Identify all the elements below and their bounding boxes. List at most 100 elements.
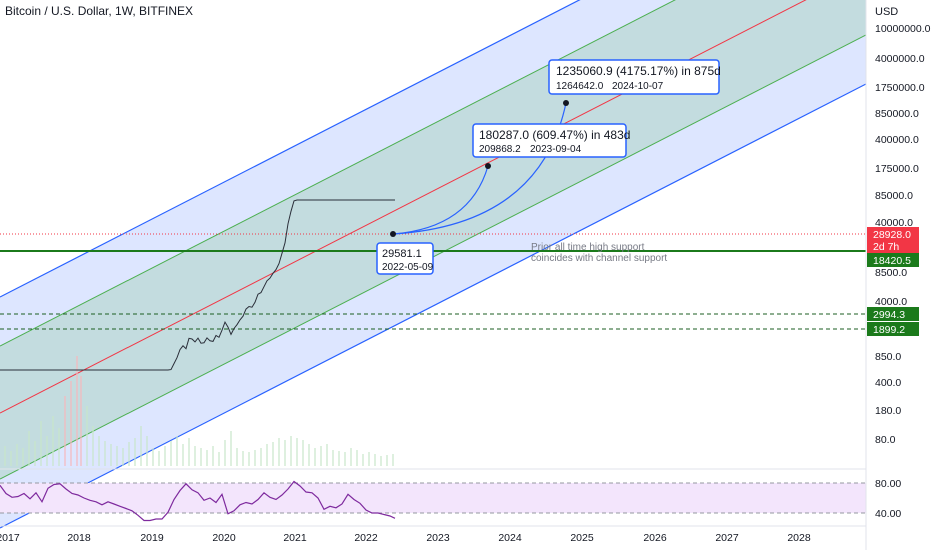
- volume-bar: [218, 452, 220, 466]
- volume-bar: [326, 444, 328, 466]
- volume-bar: [158, 451, 160, 466]
- volume-bar: [34, 441, 36, 466]
- volume-bars: [4, 356, 394, 466]
- volume-bar: [392, 454, 394, 466]
- price-tick-label: 850000.0: [875, 108, 919, 120]
- outer-channel-upper: [0, 0, 581, 298]
- rsi-band: [0, 483, 866, 513]
- channel-median: [0, 0, 807, 414]
- volume-bar: [176, 436, 178, 466]
- volume-bar: [64, 396, 66, 466]
- time-tick-label: 2027: [715, 532, 739, 544]
- target1-date: 2023-09-04: [530, 144, 582, 155]
- price-tick-label: 175000.0: [875, 163, 919, 175]
- price-tick-label: 850.0: [875, 351, 901, 363]
- volume-bar: [344, 452, 346, 466]
- volume-bar: [308, 444, 310, 466]
- price-tick-label: 80.0: [875, 434, 896, 446]
- volume-bar: [356, 450, 358, 466]
- time-tick-label: 2018: [67, 532, 91, 544]
- rsi-tick-label: 80.00: [875, 478, 901, 490]
- price-tick-label: 4000000.0: [875, 53, 925, 65]
- volume-bar: [182, 444, 184, 466]
- volume-bar: [278, 438, 280, 466]
- low-callout[interactable]: 29581.1 2022-05-09: [376, 242, 434, 275]
- volume-bar: [98, 436, 100, 466]
- price-tick-label: 1750000.0: [875, 82, 925, 94]
- volume-bar: [386, 455, 388, 466]
- price-tick-label: 85000.0: [875, 190, 913, 202]
- volume-bar: [164, 446, 166, 466]
- outer-channel-lower: [0, 83, 866, 529]
- volume-bar: [350, 448, 352, 466]
- time-tick-label: 2020: [212, 532, 236, 544]
- volume-bar: [80, 376, 82, 466]
- volume-bar: [230, 431, 232, 466]
- volume-bar: [200, 448, 202, 466]
- target2-callout[interactable]: 1235060.9 (4175.17%) in 875d 1264642.0 2…: [548, 59, 721, 95]
- time-tick-label: 2026: [643, 532, 667, 544]
- volume-bar: [28, 431, 30, 466]
- time-tick-label: 2023: [426, 532, 450, 544]
- volume-bar: [236, 448, 238, 466]
- volume-bar: [302, 440, 304, 466]
- volume-bar: [362, 454, 364, 466]
- volume-bar: [152, 448, 154, 466]
- last-price-tag: [867, 227, 919, 253]
- rsi-axis: 80.00 40.00: [875, 478, 901, 520]
- level-b-value: 1899.2: [873, 324, 905, 336]
- time-tick-label: 2024: [498, 532, 522, 544]
- low-price: 29581.1: [382, 248, 422, 260]
- volume-bar: [290, 436, 292, 466]
- volume-bar: [272, 442, 274, 466]
- volume-bar: [46, 436, 48, 466]
- chart-title: Bitcoin / U.S. Dollar, 1W, BITFINEX: [5, 4, 194, 18]
- currency-label: USD: [875, 6, 898, 18]
- inner-channel-upper: [0, 0, 676, 347]
- inner-channel-band: [0, 0, 866, 479]
- volume-bar: [104, 441, 106, 466]
- time-tick-label: 2021: [283, 532, 307, 544]
- volume-bar: [146, 436, 148, 466]
- volume-bar: [76, 356, 78, 466]
- target1-callout[interactable]: 180287.0 (609.47%) in 483d 209868.2 2023…: [472, 123, 630, 158]
- price-tick-label: 400000.0: [875, 134, 919, 146]
- time-tick-label: 2022: [354, 532, 378, 544]
- volume-bar: [4, 446, 6, 466]
- time-tick-label: 2019: [140, 532, 164, 544]
- time-axis[interactable]: 2017 2018 2019 2020 2021 2022 2023 2024 2025 2026…: [0, 532, 811, 544]
- low-point-marker[interactable]: [390, 231, 396, 237]
- volume-bar: [284, 440, 286, 466]
- volume-bar: [16, 444, 18, 466]
- volume-bar: [332, 450, 334, 466]
- countdown-value: 2d 7h: [873, 241, 899, 253]
- volume-bar: [10, 451, 12, 466]
- volume-bar: [86, 406, 88, 466]
- level-b-tag: [867, 322, 919, 336]
- price-tick-label: 8500.0: [875, 267, 907, 279]
- note-line-2: coincides with channel support: [531, 253, 667, 264]
- last-price-value: 28928.0: [873, 229, 911, 241]
- volume-bar: [116, 446, 118, 466]
- price-axis[interactable]: 10000000.0 4000000.0 1750000.0 850000.0 4000…: [875, 23, 931, 446]
- volume-bar: [52, 416, 54, 466]
- level-a-value: 2994.3: [873, 309, 905, 321]
- target2-marker[interactable]: [563, 100, 569, 106]
- price-series: [0, 199, 395, 371]
- volume-bar: [40, 421, 42, 466]
- volume-bar: [380, 456, 382, 466]
- target1-marker[interactable]: [485, 163, 491, 169]
- projection-curve-1: [392, 165, 489, 235]
- volume-bar: [260, 448, 262, 466]
- volume-bar: [22, 448, 24, 466]
- time-tick-label: 2025: [570, 532, 594, 544]
- volume-bar: [110, 444, 112, 466]
- volume-bar: [266, 444, 268, 466]
- target2-date: 2024-10-07: [612, 81, 664, 92]
- volume-bar: [122, 448, 124, 466]
- volume-bar: [128, 442, 130, 466]
- rsi-series: [0, 480, 396, 522]
- volume-bar: [314, 448, 316, 466]
- volume-bar: [70, 381, 72, 466]
